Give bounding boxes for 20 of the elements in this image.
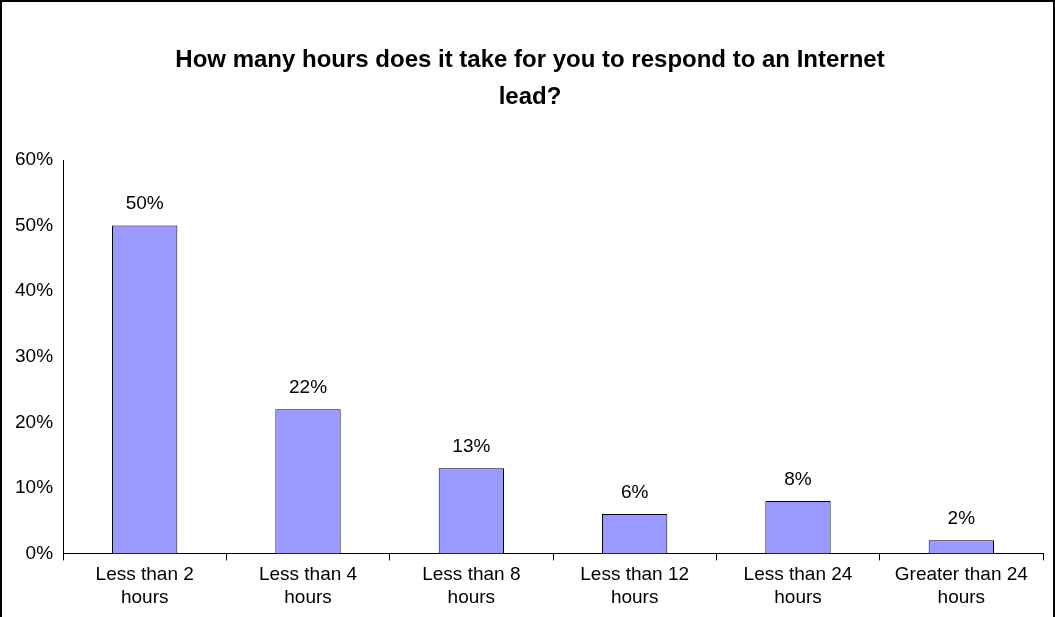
data-label: 6% xyxy=(620,480,649,502)
x-tick-label: Less than 8 hours xyxy=(422,563,521,607)
y-tick-label: 60% xyxy=(15,148,54,170)
data-label: 8% xyxy=(784,467,812,489)
data-label: 22% xyxy=(289,375,328,397)
data-label: 13% xyxy=(452,434,491,456)
y-tick-label: 30% xyxy=(15,344,54,366)
y-tick-label: 0% xyxy=(25,541,54,563)
x-tick-label: Greater than 24 hours xyxy=(894,563,1029,607)
chart-title: How many hours does it take for you to respond to an Internet lead? xyxy=(174,44,886,111)
y-tick-label: 10% xyxy=(15,476,54,498)
y-tick-label: 40% xyxy=(15,279,54,301)
data-label: 50% xyxy=(125,192,164,214)
data-label: 2% xyxy=(947,507,976,529)
y-tick-label: 20% xyxy=(15,410,54,432)
x-tick-label: Less than 4 hours xyxy=(258,563,358,607)
x-tick-label: Less than 12 hours xyxy=(580,563,690,607)
x-tick-label: Less than 24 hours xyxy=(743,563,853,607)
y-tick-label: 50% xyxy=(15,213,54,235)
x-tick-label: Less than 2 hours xyxy=(95,563,194,607)
